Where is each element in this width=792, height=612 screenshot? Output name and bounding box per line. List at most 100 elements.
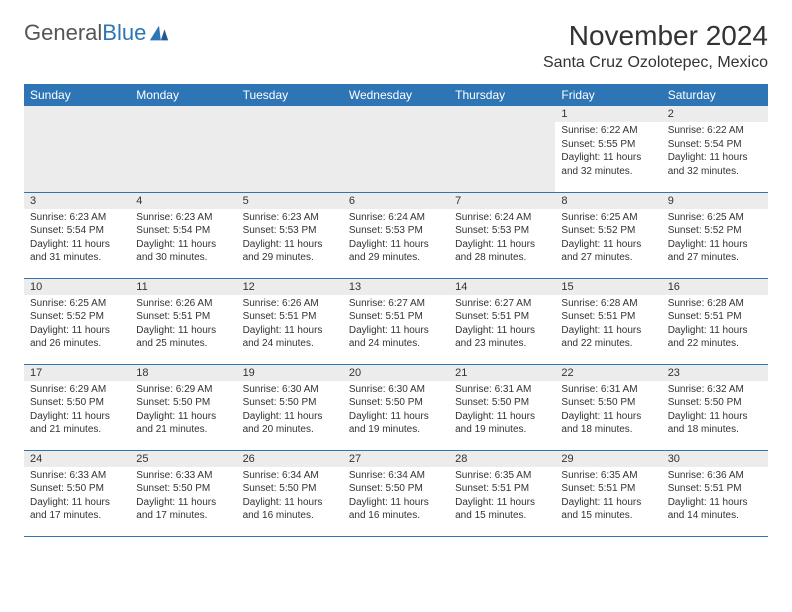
sunrise-text: Sunrise: 6:32 AM <box>668 383 762 397</box>
sunrise-text: Sunrise: 6:23 AM <box>243 211 337 225</box>
calendar-cell: 22 Sunrise: 6:31 AMSunset: 5:50 PMDayligh… <box>555 364 661 450</box>
day-details: Sunrise: 6:30 AMSunset: 5:50 PMDaylight:… <box>343 381 449 441</box>
day-number: 24 <box>24 451 130 467</box>
day-number: 13 <box>343 279 449 295</box>
daylight-text: Daylight: 11 hours and 20 minutes. <box>243 410 337 437</box>
day-details: Sunrise: 6:29 AMSunset: 5:50 PMDaylight:… <box>130 381 236 441</box>
calendar-cell <box>130 106 236 192</box>
sunset-text: Sunset: 5:52 PM <box>668 224 762 238</box>
weekday-header: Tuesday <box>237 84 343 106</box>
sunset-text: Sunset: 5:55 PM <box>561 138 655 152</box>
calendar-week: 1Sunrise: 6:22 AMSunset: 5:55 PMDaylight… <box>24 106 768 192</box>
daylight-text: Daylight: 11 hours and 15 minutes. <box>455 496 549 523</box>
sunset-text: Sunset: 5:50 PM <box>136 482 230 496</box>
weekday-header: Friday <box>555 84 661 106</box>
daylight-text: Daylight: 11 hours and 18 minutes. <box>561 410 655 437</box>
sunset-text: Sunset: 5:54 PM <box>136 224 230 238</box>
sunrise-text: Sunrise: 6:27 AM <box>349 297 443 311</box>
calendar-cell: 19Sunrise: 6:30 AMSunset: 5:50 PMDayligh… <box>237 364 343 450</box>
sunrise-text: Sunrise: 6:23 AM <box>30 211 124 225</box>
calendar-cell: 10Sunrise: 6:25 AMSunset: 5:52 PMDayligh… <box>24 278 130 364</box>
daylight-text: Daylight: 11 hours and 24 minutes. <box>243 324 337 351</box>
weekday-row: Sunday Monday Tuesday Wednesday Thursday… <box>24 84 768 106</box>
sunset-text: Sunset: 5:50 PM <box>30 482 124 496</box>
sunset-text: Sunset: 5:50 PM <box>561 396 655 410</box>
day-details: Sunrise: 6:26 AMSunset: 5:51 PMDaylight:… <box>130 295 236 355</box>
day-number: 3 <box>24 193 130 209</box>
sunset-text: Sunset: 5:51 PM <box>243 310 337 324</box>
sunset-text: Sunset: 5:51 PM <box>668 310 762 324</box>
sunrise-text: Sunrise: 6:29 AM <box>30 383 124 397</box>
daylight-text: Daylight: 11 hours and 27 minutes. <box>561 238 655 265</box>
sunrise-text: Sunrise: 6:35 AM <box>561 469 655 483</box>
sunrise-text: Sunrise: 6:23 AM <box>136 211 230 225</box>
sunset-text: Sunset: 5:50 PM <box>668 396 762 410</box>
sunrise-text: Sunrise: 6:28 AM <box>561 297 655 311</box>
daylight-text: Daylight: 11 hours and 21 minutes. <box>30 410 124 437</box>
sunrise-text: Sunrise: 6:29 AM <box>136 383 230 397</box>
sunset-text: Sunset: 5:50 PM <box>349 482 443 496</box>
calendar-cell: 24Sunrise: 6:33 AMSunset: 5:50 PMDayligh… <box>24 450 130 536</box>
daylight-text: Daylight: 11 hours and 16 minutes. <box>349 496 443 523</box>
day-number: 5 <box>237 193 343 209</box>
calendar-cell: 29Sunrise: 6:35 AMSunset: 5:51 PMDayligh… <box>555 450 661 536</box>
calendar-cell: 21Sunrise: 6:31 AMSunset: 5:50 PMDayligh… <box>449 364 555 450</box>
sunrise-text: Sunrise: 6:25 AM <box>30 297 124 311</box>
calendar-cell: 16Sunrise: 6:28 AMSunset: 5:51 PMDayligh… <box>662 278 768 364</box>
sunset-text: Sunset: 5:54 PM <box>668 138 762 152</box>
sunset-text: Sunset: 5:50 PM <box>136 396 230 410</box>
day-details: Sunrise: 6:24 AMSunset: 5:53 PMDaylight:… <box>343 209 449 269</box>
sunset-text: Sunset: 5:54 PM <box>30 224 124 238</box>
sunset-text: Sunset: 5:52 PM <box>30 310 124 324</box>
daylight-text: Daylight: 11 hours and 19 minutes. <box>349 410 443 437</box>
daylight-text: Daylight: 11 hours and 15 minutes. <box>561 496 655 523</box>
sunrise-text: Sunrise: 6:31 AM <box>561 383 655 397</box>
calendar-week: 17Sunrise: 6:29 AMSunset: 5:50 PMDayligh… <box>24 364 768 450</box>
day-details: Sunrise: 6:25 AMSunset: 5:52 PMDaylight:… <box>662 209 768 269</box>
sunset-text: Sunset: 5:50 PM <box>243 396 337 410</box>
day-details: Sunrise: 6:26 AMSunset: 5:51 PMDaylight:… <box>237 295 343 355</box>
daylight-text: Daylight: 11 hours and 28 minutes. <box>455 238 549 265</box>
day-details: Sunrise: 6:22 AMSunset: 5:55 PMDaylight:… <box>555 122 661 182</box>
day-number: 7 <box>449 193 555 209</box>
sunset-text: Sunset: 5:51 PM <box>561 482 655 496</box>
day-details: Sunrise: 6:23 AMSunset: 5:54 PMDaylight:… <box>24 209 130 269</box>
day-number: 22 <box>555 365 661 381</box>
day-number: 23 <box>662 365 768 381</box>
daylight-text: Daylight: 11 hours and 23 minutes. <box>455 324 549 351</box>
sunrise-text: Sunrise: 6:24 AM <box>455 211 549 225</box>
day-details: Sunrise: 6:34 AMSunset: 5:50 PMDaylight:… <box>237 467 343 527</box>
calendar-cell: 6Sunrise: 6:24 AMSunset: 5:53 PMDaylight… <box>343 192 449 278</box>
day-details: Sunrise: 6:33 AMSunset: 5:50 PMDaylight:… <box>24 467 130 527</box>
calendar-cell: 2Sunrise: 6:22 AMSunset: 5:54 PMDaylight… <box>662 106 768 192</box>
sunrise-text: Sunrise: 6:35 AM <box>455 469 549 483</box>
daylight-text: Daylight: 11 hours and 19 minutes. <box>455 410 549 437</box>
calendar-cell: 28Sunrise: 6:35 AMSunset: 5:51 PMDayligh… <box>449 450 555 536</box>
day-number: 28 <box>449 451 555 467</box>
sunrise-text: Sunrise: 6:33 AM <box>30 469 124 483</box>
daylight-text: Daylight: 11 hours and 30 minutes. <box>136 238 230 265</box>
weekday-header: Thursday <box>449 84 555 106</box>
weekday-header: Sunday <box>24 84 130 106</box>
daylight-text: Daylight: 11 hours and 21 minutes. <box>136 410 230 437</box>
sunset-text: Sunset: 5:52 PM <box>561 224 655 238</box>
month-title: November 2024 <box>543 20 768 52</box>
calendar-cell: 26Sunrise: 6:34 AMSunset: 5:50 PMDayligh… <box>237 450 343 536</box>
day-details: Sunrise: 6:35 AMSunset: 5:51 PMDaylight:… <box>449 467 555 527</box>
sunrise-text: Sunrise: 6:22 AM <box>561 124 655 138</box>
calendar-cell: 8Sunrise: 6:25 AMSunset: 5:52 PMDaylight… <box>555 192 661 278</box>
day-details: Sunrise: 6:23 AMSunset: 5:54 PMDaylight:… <box>130 209 236 269</box>
title-block: November 2024 Santa Cruz Ozolotepec, Mex… <box>543 20 768 72</box>
sunset-text: Sunset: 5:51 PM <box>668 482 762 496</box>
calendar-cell: 12Sunrise: 6:26 AMSunset: 5:51 PMDayligh… <box>237 278 343 364</box>
calendar-cell: 3Sunrise: 6:23 AMSunset: 5:54 PMDaylight… <box>24 192 130 278</box>
day-details: Sunrise: 6:27 AMSunset: 5:51 PMDaylight:… <box>343 295 449 355</box>
day-details: Sunrise: 6:29 AMSunset: 5:50 PMDaylight:… <box>24 381 130 441</box>
day-number: 18 <box>130 365 236 381</box>
day-number: 19 <box>237 365 343 381</box>
day-number: 9 <box>662 193 768 209</box>
sunrise-text: Sunrise: 6:36 AM <box>668 469 762 483</box>
day-details: Sunrise: 6:25 AMSunset: 5:52 PMDaylight:… <box>24 295 130 355</box>
calendar-cell: 11Sunrise: 6:26 AMSunset: 5:51 PMDayligh… <box>130 278 236 364</box>
logo-mark-icon <box>148 22 170 44</box>
